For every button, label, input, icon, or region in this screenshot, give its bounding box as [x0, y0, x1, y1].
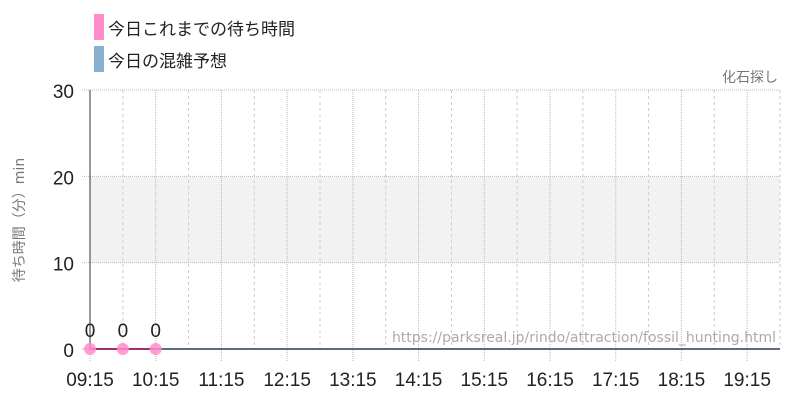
- x-tick-label: 17:15: [592, 370, 640, 391]
- watermark: https://parksreal.jp/rindo/attraction/fo…: [392, 330, 776, 346]
- x-tick-label: 12:15: [263, 370, 311, 391]
- y-axis-label: 待ち時間（分）min: [12, 158, 28, 282]
- legend-label: 今日の混雑予想: [108, 51, 227, 72]
- x-tick-label: 11:15: [198, 370, 244, 391]
- legend-swatch: [94, 14, 104, 40]
- y-tick-label: 20: [53, 168, 74, 189]
- x-tick-label: 09:15: [66, 370, 114, 391]
- legend-swatch: [94, 46, 104, 72]
- x-tick-label: 14:15: [395, 370, 443, 391]
- y-tick-label: 30: [53, 82, 74, 103]
- x-tick-label: 19:15: [723, 370, 771, 391]
- y-tick-label: 0: [63, 341, 74, 362]
- band: [90, 176, 780, 263]
- data-label: 0: [85, 321, 96, 342]
- x-tick-label: 15:15: [461, 370, 509, 391]
- data-point: [149, 343, 162, 355]
- data-point: [84, 343, 96, 355]
- legend-item-actual[interactable]: 今日これまでの待ち時間: [94, 14, 295, 40]
- legend-item-forecast[interactable]: 今日の混雑予想: [94, 46, 227, 72]
- y-tick-label: 10: [53, 255, 74, 276]
- x-tick-label: 10:15: [132, 370, 180, 391]
- data-label: 0: [150, 321, 161, 342]
- chart-title: 化石探し: [722, 70, 778, 86]
- x-tick-label: 18:15: [658, 370, 706, 391]
- x-tick-label: 16:15: [526, 370, 574, 391]
- legend-label: 今日これまでの待ち時間: [108, 19, 295, 40]
- x-tick-label: 13:15: [329, 370, 377, 391]
- data-point: [116, 343, 129, 355]
- data-label: 0: [118, 321, 129, 342]
